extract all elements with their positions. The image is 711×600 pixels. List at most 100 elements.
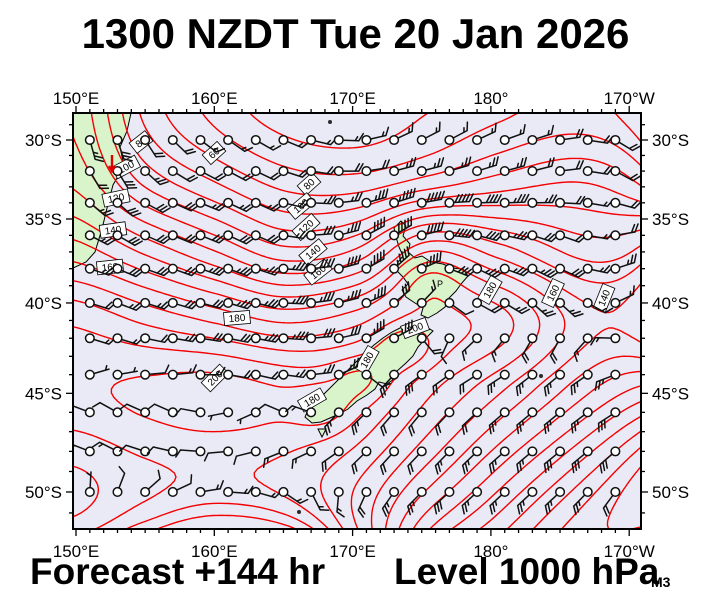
barb-shaft bbox=[516, 453, 530, 474]
wind-barb bbox=[361, 285, 387, 309]
wind-barb bbox=[257, 403, 289, 418]
barb-shaft bbox=[176, 364, 197, 375]
station-circle bbox=[416, 134, 427, 146]
station-circle bbox=[389, 486, 400, 498]
station-circle bbox=[499, 134, 510, 146]
station-circle bbox=[84, 230, 95, 241]
station-circle bbox=[333, 230, 344, 241]
wind-barb bbox=[610, 166, 641, 182]
station-circle bbox=[223, 446, 234, 457]
station-circle bbox=[112, 333, 123, 344]
station-circle bbox=[389, 369, 400, 380]
station-circle bbox=[444, 446, 455, 457]
barb-shaft bbox=[314, 328, 336, 339]
barb-shaft bbox=[286, 261, 309, 272]
station-circle bbox=[472, 446, 483, 457]
station-circle bbox=[278, 134, 289, 146]
wind-barb bbox=[250, 263, 282, 276]
barb-shaft bbox=[120, 302, 144, 311]
station-circle bbox=[112, 230, 123, 241]
wind-barb bbox=[432, 369, 455, 396]
wind-barb bbox=[278, 261, 309, 274]
station-circle bbox=[610, 369, 621, 380]
wind-barb bbox=[440, 333, 455, 365]
wind-barb bbox=[250, 230, 282, 245]
barb-shaft bbox=[618, 253, 637, 269]
barb-shaft bbox=[397, 187, 416, 203]
wind-barb bbox=[361, 249, 385, 274]
wind-barb bbox=[140, 197, 171, 214]
station-circle bbox=[333, 197, 344, 208]
barb-shaft bbox=[258, 172, 282, 181]
station-circle bbox=[499, 369, 510, 380]
barb-shaft bbox=[342, 254, 362, 269]
station-circle bbox=[250, 407, 261, 418]
station-circle bbox=[112, 369, 123, 380]
wind-barb bbox=[223, 369, 255, 380]
station-circle bbox=[610, 407, 621, 418]
barb-shaft bbox=[231, 267, 255, 277]
barb-shaft bbox=[404, 376, 420, 396]
barb-shaft bbox=[618, 172, 641, 182]
station-circle bbox=[499, 333, 510, 344]
barb-shaft bbox=[342, 221, 362, 235]
barb-shaft bbox=[286, 369, 310, 379]
station-circle bbox=[527, 333, 538, 344]
wind-barb bbox=[499, 124, 526, 146]
wind-barb bbox=[84, 197, 114, 217]
wind-barb bbox=[195, 297, 227, 309]
barb-shaft bbox=[93, 364, 110, 375]
barb-shaft bbox=[342, 289, 362, 303]
station-circle bbox=[416, 407, 427, 418]
station-circle bbox=[278, 369, 289, 380]
station-circle bbox=[84, 333, 95, 344]
wind-barb bbox=[195, 134, 226, 153]
barb-shaft bbox=[423, 340, 444, 355]
station-circle bbox=[610, 297, 621, 309]
station-circle bbox=[167, 230, 178, 241]
wind-barb bbox=[389, 122, 414, 146]
station-circle bbox=[333, 446, 344, 457]
station-circle bbox=[361, 369, 372, 380]
barb-shaft bbox=[515, 376, 530, 397]
wind-barb bbox=[84, 230, 116, 246]
wind-barb bbox=[582, 263, 614, 274]
wind-barb bbox=[389, 187, 416, 208]
wind-barb bbox=[380, 407, 400, 437]
barb-shaft bbox=[461, 453, 475, 475]
station-circle bbox=[499, 166, 510, 177]
barb-shaft bbox=[408, 414, 420, 437]
wind-barb bbox=[306, 486, 330, 511]
barb-shaft bbox=[452, 265, 476, 277]
barb-shaft bbox=[203, 203, 227, 212]
wind-barb bbox=[223, 297, 255, 310]
wind-barb bbox=[573, 333, 593, 363]
station-circle bbox=[167, 369, 178, 380]
barb-shaft bbox=[491, 340, 503, 363]
wind-barb bbox=[167, 230, 199, 244]
station-circle bbox=[582, 486, 593, 498]
wind-barb bbox=[444, 193, 474, 208]
barb-shaft bbox=[543, 453, 558, 474]
barb-shaft bbox=[433, 494, 447, 515]
station-circle bbox=[306, 166, 317, 177]
station-circle bbox=[306, 230, 317, 241]
sea-background bbox=[73, 113, 641, 529]
barb-shaft bbox=[175, 172, 199, 183]
station-circle bbox=[527, 230, 538, 241]
wind-barb bbox=[571, 446, 593, 474]
station-circle bbox=[167, 333, 178, 344]
wind-barb bbox=[233, 446, 261, 466]
station-circle bbox=[195, 369, 206, 380]
barb-shaft bbox=[535, 268, 559, 279]
wind-barb bbox=[167, 297, 199, 310]
barb-shaft bbox=[259, 333, 282, 343]
wind-barb bbox=[278, 486, 309, 504]
wind-barb bbox=[572, 486, 593, 516]
station-circle bbox=[582, 197, 593, 208]
barb-shaft bbox=[207, 412, 225, 421]
wind-barb bbox=[527, 297, 557, 318]
wind-barb bbox=[112, 297, 144, 311]
lat-axis-label-right: 35°S bbox=[652, 210, 689, 229]
